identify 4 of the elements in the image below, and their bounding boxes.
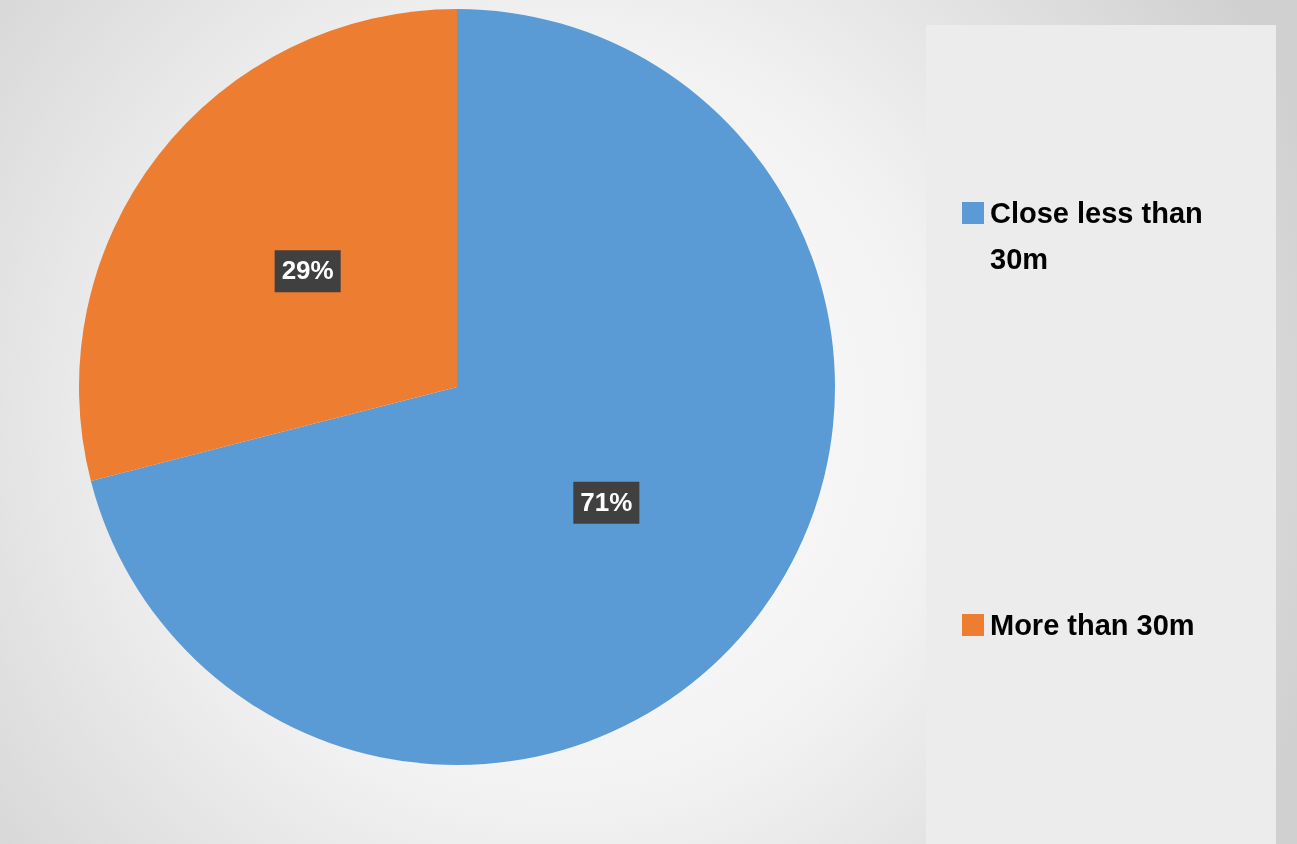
data-label: 71%	[580, 487, 633, 518]
legend-label: More than 30m	[990, 608, 1195, 643]
data-label: 29%	[281, 255, 334, 286]
legend-label: Close less than 30m	[990, 196, 1204, 277]
